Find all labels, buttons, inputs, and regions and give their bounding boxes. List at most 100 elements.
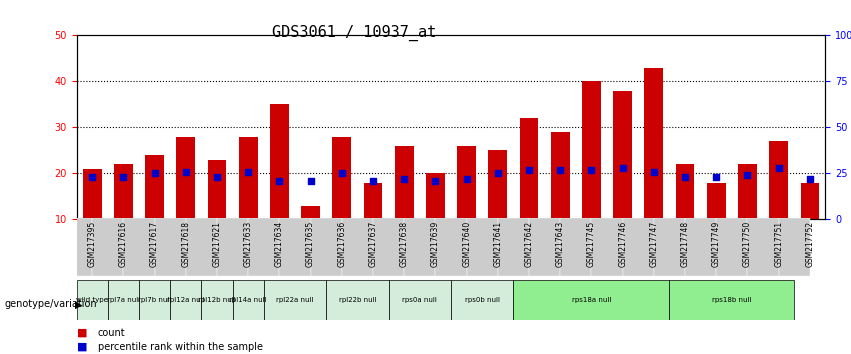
Text: GSM217635: GSM217635 [306, 221, 315, 267]
Bar [488, 150, 507, 219]
Text: GSM217618: GSM217618 [181, 221, 191, 267]
Text: GSM217748: GSM217748 [681, 221, 689, 267]
Bar [591, 218, 623, 276]
Bar [676, 164, 694, 219]
Text: ▶: ▶ [75, 299, 83, 309]
Text: GSM217640: GSM217640 [462, 221, 471, 267]
Text: percentile rank within the sample: percentile rank within the sample [98, 342, 263, 352]
Text: GSM217643: GSM217643 [556, 221, 565, 267]
Bar [108, 280, 139, 320]
Bar [560, 218, 591, 276]
Text: ■: ■ [77, 342, 87, 352]
Text: GSM217634: GSM217634 [275, 221, 284, 267]
Bar [270, 104, 288, 219]
Bar [426, 173, 445, 219]
Bar [551, 132, 569, 219]
Text: GDS3061 / 10937_at: GDS3061 / 10937_at [272, 25, 437, 41]
Point [460, 176, 473, 182]
Bar [529, 218, 560, 276]
Bar [114, 164, 133, 219]
Bar [176, 137, 195, 219]
Bar [670, 280, 794, 320]
Bar [685, 218, 717, 276]
Bar [373, 218, 404, 276]
Bar [248, 218, 279, 276]
Text: rpl7a null: rpl7a null [106, 297, 140, 303]
Bar [498, 218, 529, 276]
Point [710, 174, 723, 180]
Bar [186, 218, 217, 276]
Bar [644, 68, 663, 219]
Bar [520, 118, 539, 219]
Bar [264, 280, 326, 320]
Text: wild type: wild type [77, 297, 108, 303]
Bar [326, 280, 389, 320]
Bar [232, 280, 264, 320]
Text: GSM217617: GSM217617 [150, 221, 159, 267]
Text: rpl14a null: rpl14a null [230, 297, 267, 303]
Text: GSM217616: GSM217616 [119, 221, 128, 267]
Bar [436, 218, 466, 276]
Bar [513, 280, 670, 320]
Text: rpl12a null: rpl12a null [167, 297, 204, 303]
Text: rpl7b null: rpl7b null [138, 297, 171, 303]
Point [523, 167, 536, 173]
Bar [311, 218, 342, 276]
Point [553, 167, 567, 173]
Bar [614, 91, 632, 219]
Bar [717, 218, 747, 276]
Point [117, 174, 130, 180]
Bar [769, 141, 788, 219]
Point [772, 165, 785, 171]
Text: GSM217642: GSM217642 [524, 221, 534, 267]
Text: rpl12b null: rpl12b null [198, 297, 236, 303]
Point [272, 178, 286, 184]
Point [616, 165, 630, 171]
Text: GSM217639: GSM217639 [431, 221, 440, 267]
Bar [139, 280, 170, 320]
Bar [342, 218, 373, 276]
Bar [707, 183, 726, 219]
Point [148, 171, 162, 176]
Point [85, 174, 99, 180]
Point [304, 178, 317, 184]
Bar [747, 218, 779, 276]
Bar [389, 280, 451, 320]
Text: count: count [98, 328, 125, 338]
Bar [457, 146, 476, 219]
Bar [779, 218, 810, 276]
Bar [217, 218, 248, 276]
Bar [123, 218, 155, 276]
Text: GSM217395: GSM217395 [88, 221, 97, 267]
Text: GSM217637: GSM217637 [368, 221, 378, 267]
Text: GSM217750: GSM217750 [743, 221, 752, 267]
Point [647, 169, 660, 175]
Text: rps0a null: rps0a null [403, 297, 437, 303]
Bar [208, 160, 226, 219]
Bar [239, 137, 258, 219]
Bar [333, 137, 351, 219]
Bar [466, 218, 498, 276]
Text: rpl22a null: rpl22a null [277, 297, 314, 303]
Text: GSM217749: GSM217749 [711, 221, 721, 267]
Bar [301, 206, 320, 219]
Text: GSM217638: GSM217638 [400, 221, 408, 267]
Bar [395, 146, 414, 219]
Text: GSM217751: GSM217751 [774, 221, 783, 267]
Bar [801, 183, 820, 219]
Text: GSM217641: GSM217641 [494, 221, 502, 267]
Text: rps0b null: rps0b null [465, 297, 500, 303]
Point [210, 174, 224, 180]
Text: GSM217752: GSM217752 [805, 221, 814, 267]
Text: GSM217745: GSM217745 [587, 221, 596, 267]
Bar [83, 169, 101, 219]
Bar [170, 280, 202, 320]
Text: GSM217621: GSM217621 [213, 221, 221, 267]
Text: GSM217746: GSM217746 [618, 221, 627, 267]
Bar [623, 218, 654, 276]
Point [179, 169, 192, 175]
Point [242, 169, 255, 175]
Text: rpl22b null: rpl22b null [339, 297, 376, 303]
Bar [155, 218, 186, 276]
Bar [77, 280, 108, 320]
